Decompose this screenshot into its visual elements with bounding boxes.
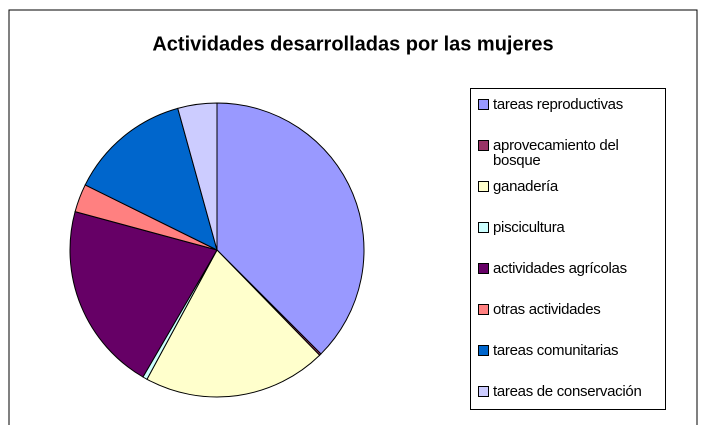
legend-swatch: [478, 345, 489, 356]
legend-label: aprovecamiento del bosque: [493, 137, 619, 169]
chart-title: Actividades desarrolladas por las mujere…: [152, 33, 553, 55]
legend-item: tareas de conservación: [478, 384, 663, 399]
legend-item: aprovecamiento del bosque: [478, 138, 663, 168]
legend-label: tareas comunitarias: [493, 342, 619, 359]
pie-slice: [146, 249, 321, 398]
legend-swatch: [478, 304, 489, 315]
legend-item: otras actividades: [478, 302, 663, 317]
legend-item: actividades agrícolas: [478, 261, 663, 276]
legend-label: tareas de conservación: [493, 383, 642, 400]
legend-item: piscicultura: [478, 220, 663, 235]
legend-label: tareas reproductivas: [493, 96, 623, 113]
legend-item: tareas reproductivas: [478, 97, 663, 112]
legend: tareas reproductivas aprovecamiento del b…: [470, 88, 666, 410]
legend-label: otras actividades: [493, 301, 601, 318]
legend-swatch: [478, 222, 489, 233]
legend-swatch: [478, 99, 489, 110]
pie-slice: [69, 211, 218, 378]
legend-item: tareas comunitarias: [478, 343, 663, 358]
pie-slice: [216, 102, 365, 355]
pie-slice: [84, 107, 218, 251]
legend-label: piscicultura: [493, 219, 565, 236]
legend-item: ganadería: [478, 179, 663, 194]
legend-label: actividades agrícolas: [493, 260, 627, 277]
legend-swatch: [478, 181, 489, 192]
legend-swatch: [478, 386, 489, 397]
pie-slice: [177, 102, 218, 251]
legend-label: ganadería: [493, 178, 558, 195]
legend-swatch: [478, 263, 489, 274]
legend-swatch: [478, 140, 489, 151]
